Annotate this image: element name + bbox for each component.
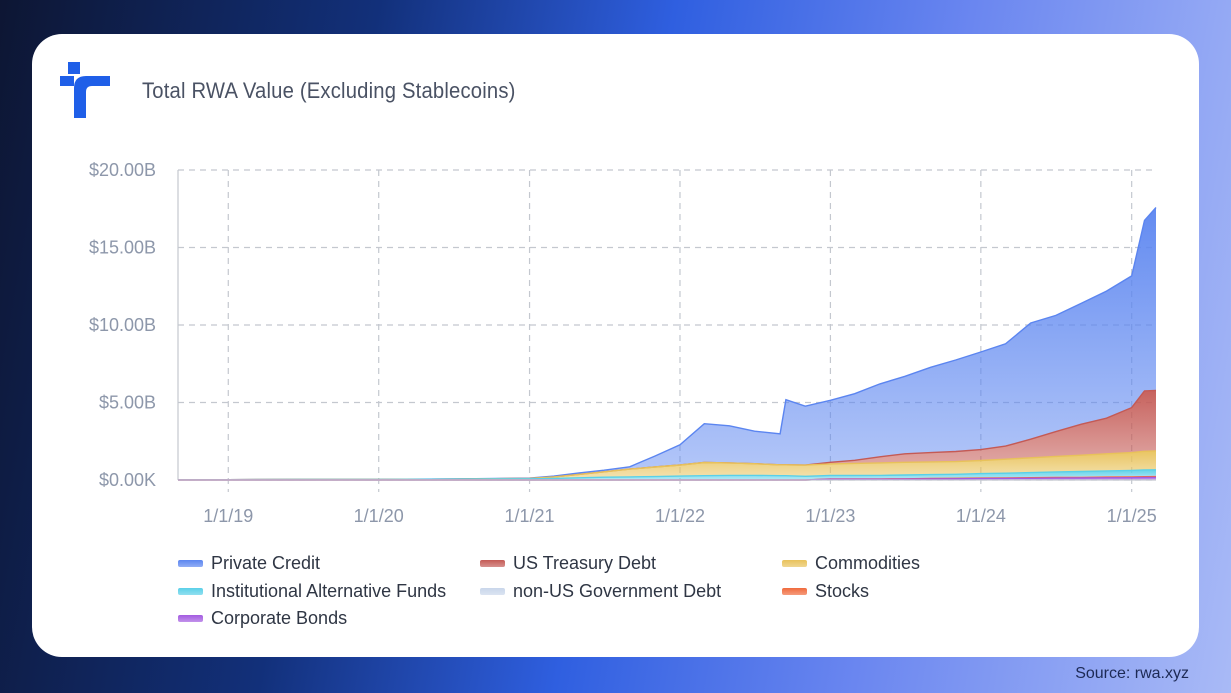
page-title: Total RWA Value (Excluding Stablecoins) [142,78,516,103]
us-treasury-debt-swatch-icon [480,560,505,567]
rwa-logo-icon [60,62,110,118]
corporate-bonds-swatch-icon [178,615,203,622]
y-tick-label: $5.00B [99,393,156,413]
non-us-government-debt-swatch-icon [480,588,505,595]
commodities-swatch-icon [782,560,807,567]
x-tick-label: 1/1/21 [505,506,555,526]
x-tick-label: 1/1/24 [956,506,1006,526]
area-commodities [178,450,1156,480]
x-tick-label: 1/1/22 [655,506,705,526]
institutional-alternative-funds-swatch-icon [178,588,203,595]
y-tick-label: $15.00B [89,238,156,258]
private-credit-swatch-icon [178,560,203,567]
chart-legend: Private Credit US Treasury Debt Commoditie… [32,34,1199,657]
legend-item[interactable]: Institutional Alternative Funds [178,581,446,602]
legend-label: Institutional Alternative Funds [211,581,447,601]
y-tick-label: $0.00K [99,470,156,490]
source-caption: Source: rwa.xyz [1075,665,1189,682]
legend-label: US Treasury Debt [513,553,657,573]
legend-item[interactable]: non-US Government Debt [480,581,721,602]
legend-label: Corporate Bonds [211,608,348,628]
line-institutional-alternative-funds [178,469,1157,481]
x-tick-label: 1/1/20 [354,506,404,526]
area-private-credit [178,207,1156,480]
y-tick-label: $10.00B [89,315,156,335]
area-institutional-alternative-funds [178,469,1156,480]
x-tick-label: 1/1/23 [805,506,855,526]
area-us-treasury-debt [178,390,1156,480]
legend-item[interactable]: Private Credit [178,553,320,574]
x-tick-label: 1/1/25 [1107,506,1157,526]
rwa-stacked-area-chart: $0.00K $5.00B $10.00B $15.00B $20.00B 1/1/19 1… [89,160,1157,526]
stocks-swatch-icon [782,588,807,595]
legend-item[interactable]: Commodities [782,553,920,574]
legend-item[interactable]: US Treasury Debt [480,553,656,574]
x-tick-label: 1/1/19 [203,506,253,526]
legend-item[interactable]: Corporate Bonds [178,608,347,629]
legend-label: Stocks [815,581,870,601]
chart-card: Total RWA Value (Excluding Stablecoins) … [32,34,1199,657]
y-tick-label: $20.00B [89,160,156,180]
line-commodities [178,450,1157,481]
legend-item[interactable]: Stocks [782,581,869,602]
legend-label: Private Credit [211,553,321,573]
legend-label: non-US Government Debt [513,581,722,601]
legend-label: Commodities [815,553,921,573]
